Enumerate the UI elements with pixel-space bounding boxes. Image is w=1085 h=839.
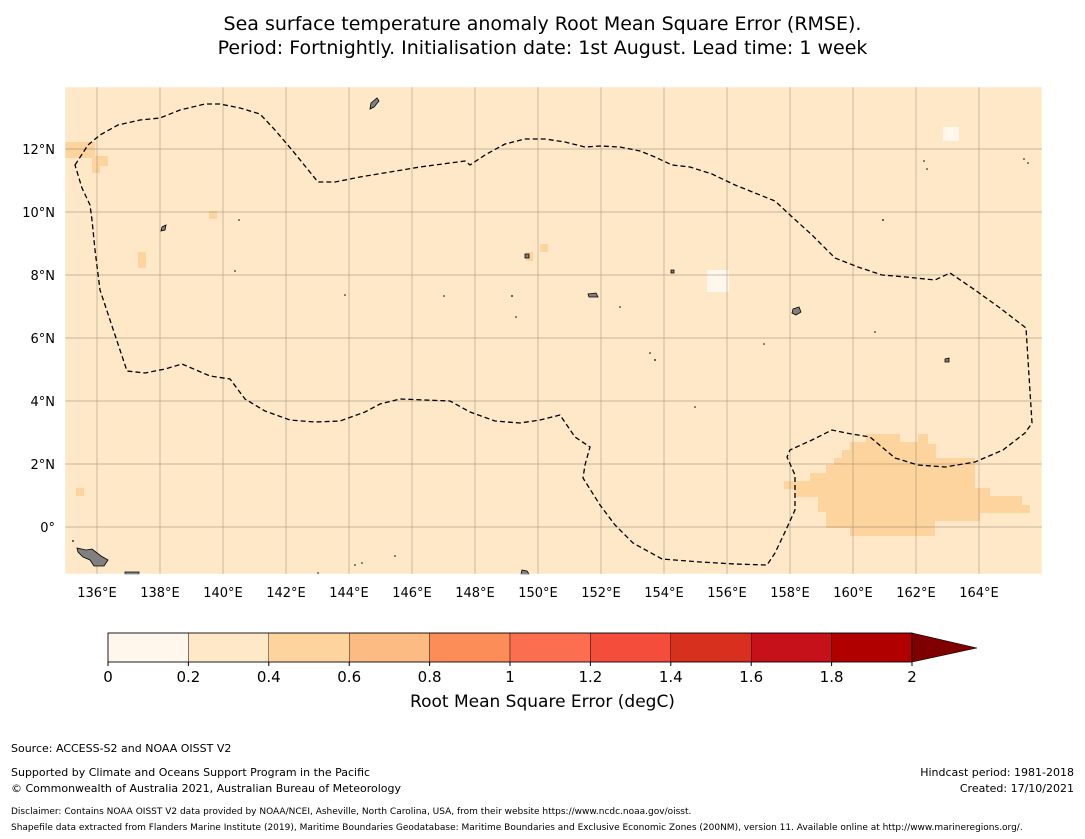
disclaimer-text: Disclaimer: Contains NOAA OISST V2 data … (11, 807, 692, 817)
lon-label: 138°E (140, 586, 180, 601)
map-title-line1: Sea surface temperature anomaly Root Mea… (223, 13, 862, 35)
colorbar-tick-label: 0.6 (337, 668, 361, 686)
lat-label: 10°N (22, 206, 55, 221)
colorbar-tick-label: 1.6 (739, 668, 763, 686)
colorbar-tick-label: 1.2 (578, 668, 602, 686)
low-rmse-patches (707, 127, 959, 292)
created-date: Created: 17/10/2021 (959, 782, 1074, 795)
lon-label: 140°E (203, 586, 243, 601)
lon-label: 146°E (392, 586, 432, 601)
lon-label: 144°E (329, 586, 369, 601)
eez-boundary (74, 103, 1033, 566)
lon-label: 152°E (581, 586, 621, 601)
lon-label: 156°E (707, 586, 747, 601)
colorbar-tick-label: 0.4 (257, 668, 281, 686)
lon-tick-labels: 136°E 138°E 140°E 142°E 144°E 146°E 148°… (77, 586, 999, 601)
colorbar-segment (268, 632, 350, 663)
lon-label: 148°E (455, 586, 495, 601)
lat-label: 12°N (22, 143, 55, 158)
colorbar-tick-label: 1.4 (659, 668, 683, 686)
lon-label: 154°E (644, 586, 684, 601)
lon-label: 162°E (896, 586, 936, 601)
lon-label: 142°E (266, 586, 306, 601)
lon-label: 136°E (77, 586, 117, 601)
map-frame (64, 86, 1043, 575)
colorbar-label: Root Mean Square Error (degC) (410, 692, 675, 712)
colorbar-segment (751, 632, 832, 663)
colorbar-segment (831, 632, 913, 663)
support-text: Supported by Climate and Oceans Support … (11, 766, 371, 779)
lat-tick-labels: 12°N 10°N 8°N 6°N 4°N 2°N 0° (22, 143, 55, 536)
lon-label: 158°E (770, 586, 810, 601)
colorbar-segment (349, 632, 430, 663)
lat-label: 8°N (31, 269, 56, 284)
shapefile-credit: Shapefile data extracted from Flanders M… (11, 823, 1023, 833)
colorbar-segment (188, 632, 269, 663)
lon-label: 150°E (518, 586, 558, 601)
rmse-map: 12°N 10°N 8°N 6°N 4°N 2°N 0° 136°E 138°E… (22, 86, 1043, 601)
lat-label: 2°N (31, 458, 56, 473)
colorbar-extend-arrow (911, 632, 978, 663)
hindcast-period: Hindcast period: 1981-2018 (920, 766, 1074, 779)
lat-label: 6°N (31, 332, 56, 347)
map-title-line2: Period: Fortnightly. Initialisation date… (217, 37, 868, 59)
colorbar-tick-label: 0.8 (418, 668, 442, 686)
copyright-text: © Commonwealth of Australia 2021, Austra… (11, 782, 401, 795)
lat-label: 0° (40, 521, 55, 536)
lon-label: 160°E (833, 586, 873, 601)
gridlines (65, 87, 1042, 574)
colorbar-segment (590, 632, 672, 663)
colorbar: 0 0.2 0.4 0.6 0.8 1 1.2 1.4 1.6 1.8 2 (103, 632, 978, 686)
colorbar-tick-label: 1 (505, 668, 515, 686)
colorbar-segment (509, 632, 591, 663)
colorbar-segments (107, 632, 913, 663)
colorbar-tick-label: 0.2 (176, 668, 200, 686)
lon-label: 164°E (959, 586, 999, 601)
colorbar-tick-label: 1.8 (820, 668, 844, 686)
small-islets (72, 158, 1029, 574)
colorbar-segment (429, 632, 511, 663)
colorbar-tick-label: 0 (103, 668, 113, 686)
colorbar-segment (107, 632, 189, 663)
colorbar-segment (670, 632, 752, 663)
land-masses (76, 97, 950, 575)
colorbar-ticks: 0 0.2 0.4 0.6 0.8 1 1.2 1.4 1.6 1.8 2 (103, 662, 917, 686)
colorbar-tick-label: 2 (907, 668, 917, 686)
rmse-patches (65, 142, 1030, 536)
lat-label: 4°N (31, 395, 56, 410)
source-text: Source: ACCESS-S2 and NOAA OISST V2 (11, 742, 232, 755)
